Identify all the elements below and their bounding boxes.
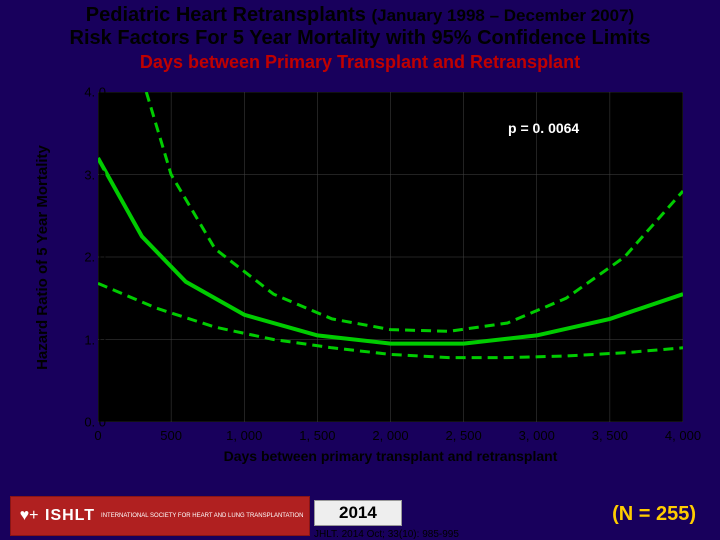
- plot-area: p = 0. 0064: [98, 92, 683, 422]
- title-line-1: Pediatric Heart Retransplants (January 1…: [8, 4, 712, 27]
- y-tick: 4. 0: [56, 85, 106, 100]
- series-upper_ci: [146, 92, 683, 331]
- year-badge: 2014: [314, 500, 402, 526]
- chart-svg: [98, 92, 683, 422]
- heart-icon: ♥+: [17, 504, 41, 528]
- x-tick: 1, 000: [226, 428, 262, 443]
- x-tick: 3, 500: [592, 428, 628, 443]
- y-axis-label-wrap: Hazard Ratio of 5 Year Mortality: [30, 92, 54, 422]
- sample-size: (N = 255): [612, 503, 696, 526]
- title-line-3: Days between Primary Transplant and Retr…: [8, 52, 712, 73]
- x-tick: 3, 000: [519, 428, 555, 443]
- x-tick: 4, 000: [665, 428, 701, 443]
- chart-container: Hazard Ratio of 5 Year Mortality p = 0. …: [30, 92, 700, 472]
- title-line-2: Risk Factors For 5 Year Mortality with 9…: [8, 27, 712, 50]
- ishlt-logo: ♥+ ISHLT INTERNATIONAL SOCIETY FOR HEART…: [10, 496, 310, 536]
- citation: JHLT. 2014 Oct; 33(10): 985-995: [314, 529, 459, 540]
- y-axis-label: Hazard Ratio of 5 Year Mortality: [34, 145, 51, 370]
- x-tick: 500: [160, 428, 182, 443]
- y-tick: 1. 0: [56, 332, 106, 347]
- footer: ♥+ ISHLT INTERNATIONAL SOCIETY FOR HEART…: [0, 492, 720, 540]
- y-tick: 3. 0: [56, 167, 106, 182]
- x-axis-label: Days between primary transplant and retr…: [98, 448, 683, 464]
- logo-text: ISHLT: [45, 507, 95, 525]
- title-sub: (January 1998 – December 2007): [371, 6, 634, 25]
- x-tick: 0: [94, 428, 101, 443]
- x-tick: 1, 500: [299, 428, 335, 443]
- x-tick: 2, 000: [372, 428, 408, 443]
- x-tick: 2, 500: [446, 428, 482, 443]
- gridlines: [98, 92, 683, 422]
- y-tick: 2. 0: [56, 250, 106, 265]
- logo-subtext: INTERNATIONAL SOCIETY FOR HEART AND LUNG…: [101, 513, 303, 520]
- title-main: Pediatric Heart Retransplants: [86, 4, 366, 26]
- p-value-label: p = 0. 0064: [508, 120, 579, 136]
